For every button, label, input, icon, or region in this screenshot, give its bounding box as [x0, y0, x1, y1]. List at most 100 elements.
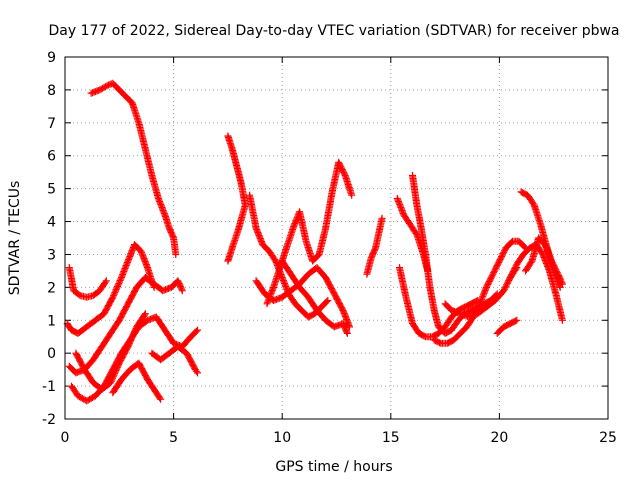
series-arc-7 [109, 359, 165, 403]
x-tick-label: 5 [169, 430, 178, 446]
data-point [558, 316, 566, 324]
series-arc-20 [493, 316, 521, 337]
y-tick-label: -2 [42, 412, 56, 428]
data-point [113, 284, 121, 292]
data-point [129, 330, 137, 338]
data-point [101, 278, 109, 286]
data-point [115, 280, 123, 288]
x-tick-label: 0 [61, 430, 70, 446]
series-arc-13 [278, 257, 351, 337]
data-point [538, 249, 546, 257]
y-tick-label: 0 [47, 346, 56, 362]
data-point [127, 335, 135, 343]
data-point [122, 262, 130, 269]
data-point [141, 310, 149, 318]
series-arc-19 [430, 237, 529, 347]
data-point [548, 257, 555, 265]
series-arc-9 [224, 132, 249, 265]
series-arc-17 [409, 172, 501, 337]
data-point [542, 242, 550, 250]
data-point [496, 256, 504, 264]
data-point [545, 265, 553, 273]
data-point [119, 269, 127, 277]
data-point [488, 272, 496, 280]
data-point [107, 379, 115, 387]
y-axis-label: SDTVAR / TECUs [7, 181, 23, 296]
data-point [494, 260, 502, 268]
data-point [112, 286, 120, 294]
data-point [490, 267, 498, 275]
chart-title: Day 177 of 2022, Sidereal Day-to-day VTE… [48, 23, 619, 39]
data-point [558, 279, 566, 287]
series-arc-4 [65, 274, 186, 377]
data-point [502, 282, 510, 290]
data-point [113, 364, 121, 372]
data-point [108, 376, 116, 384]
data-point [117, 275, 125, 283]
y-tick-label: 3 [47, 247, 56, 263]
data-point [475, 301, 483, 309]
data-point [192, 367, 200, 375]
y-tick-label: 6 [47, 149, 56, 165]
x-tick-label: 15 [382, 430, 400, 446]
data-point [511, 263, 519, 271]
data-point [102, 277, 110, 285]
series-arc-23 [522, 234, 566, 288]
data-point [336, 161, 344, 169]
x-tick-label: 25 [599, 430, 617, 446]
data-point [471, 310, 479, 318]
data-point [546, 254, 554, 262]
data-point [343, 328, 351, 336]
y-tick-label: 7 [47, 116, 56, 132]
y-tick-label: 1 [47, 313, 56, 329]
data-point [109, 293, 117, 301]
data-point [172, 251, 180, 258]
plot-frame [64, 56, 609, 420]
x-axis-label: GPS time / hours [275, 459, 392, 475]
data-point [378, 214, 386, 222]
series-arc-8 [148, 343, 201, 377]
series-arc-3 [63, 241, 158, 337]
data-point [473, 306, 481, 314]
data-point [157, 395, 165, 403]
data-point [111, 368, 119, 376]
data-point [156, 394, 164, 402]
data-point [192, 327, 200, 335]
series-arc-14 [363, 214, 386, 278]
data-point [194, 369, 201, 377]
data-point [551, 264, 559, 272]
data-point [130, 329, 138, 337]
data-point [500, 248, 508, 256]
data-point [520, 243, 528, 251]
y-tick-label: 4 [47, 215, 56, 231]
data-point [543, 245, 551, 253]
series-arc-6 [72, 310, 149, 393]
series-arc-1 [87, 79, 180, 258]
data-point [324, 297, 332, 304]
data-point [110, 290, 118, 298]
grid [65, 57, 608, 419]
y-tick-label: 2 [47, 280, 56, 296]
data-point [109, 374, 117, 382]
data-point [544, 262, 552, 270]
data-point [340, 169, 348, 176]
data-point [128, 334, 136, 341]
data-point [141, 311, 148, 319]
data-point [111, 370, 119, 378]
data-point [113, 365, 121, 373]
data-point [126, 338, 134, 346]
data-point [131, 326, 139, 334]
data-point [194, 326, 201, 334]
data-point [500, 287, 508, 295]
data-point [341, 170, 348, 178]
data-marks [63, 79, 566, 405]
data-point [558, 280, 566, 288]
data-point [542, 258, 550, 266]
data-point [348, 191, 356, 199]
data-point [486, 276, 494, 284]
data-point [541, 255, 549, 263]
data-point [178, 287, 186, 295]
data-point [124, 343, 132, 351]
data-point [109, 373, 117, 381]
